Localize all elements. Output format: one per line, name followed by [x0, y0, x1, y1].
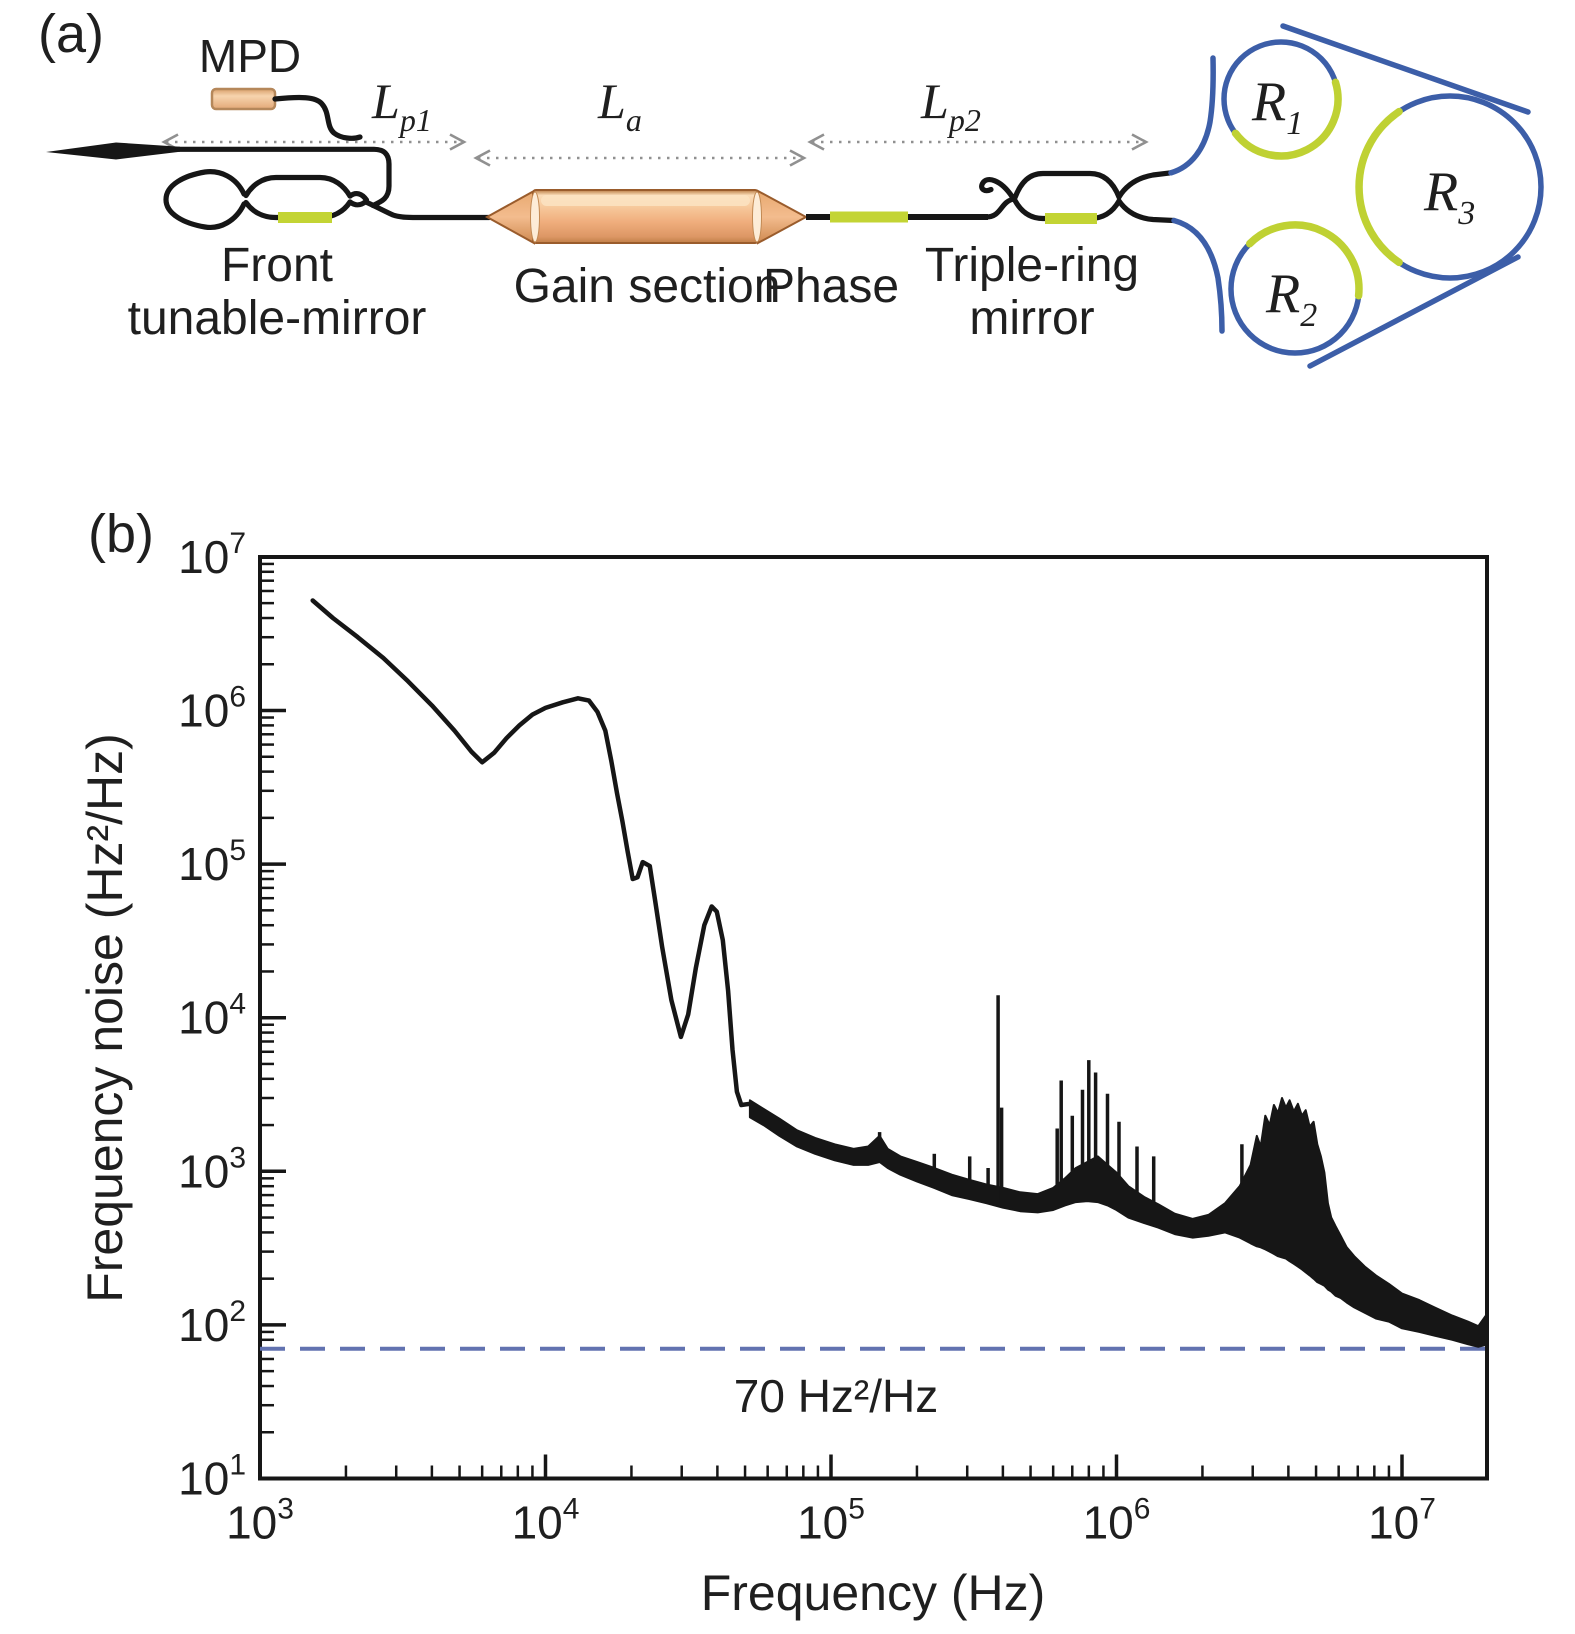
x-tick-label: 104: [512, 1493, 580, 1549]
panel-b-tag: (b): [88, 504, 154, 564]
y-tick-label: 102: [178, 1295, 246, 1351]
front-tunable-mirror: Front tunable-mirror: [46, 142, 492, 345]
y-axis-title: Frequency noise (Hz²/Hz): [77, 733, 133, 1303]
panel-a-tag: (a): [38, 4, 104, 64]
triple-ring-label-2: mirror: [969, 292, 1094, 345]
mzi2-input: [983, 196, 1017, 220]
ring-r1-heater: [1231, 78, 1342, 160]
bus-bottom: [1307, 254, 1521, 369]
bus-waveguide: [175, 146, 392, 209]
x-tick-label: 103: [226, 1493, 294, 1549]
la-label: La: [597, 73, 642, 138]
ring-r3-heater: [1355, 107, 1403, 267]
mpd-monitor: MPD: [199, 30, 363, 141]
triple-ring-assembly: R1 R2 R3: [1168, 23, 1544, 369]
panel-a-schematic: (a) MPD Lp1 La Lp2: [38, 4, 1544, 369]
la-arrowhead-left: [473, 149, 491, 167]
gain-facet-ring-right: [752, 191, 762, 243]
phase-label: Phase: [763, 260, 899, 313]
lp2-arrowhead-left: [807, 133, 825, 151]
ring-r2-label: R2: [1265, 263, 1317, 334]
x-axis-title: Frequency (Hz): [701, 1565, 1046, 1621]
ring-lead-up: [1168, 55, 1216, 176]
x-tick-label: 105: [797, 1493, 865, 1549]
mirror-output-waveguide: [364, 199, 492, 221]
mzi2-output-up: [1116, 170, 1174, 200]
y-tick-label: 103: [178, 1141, 246, 1197]
ring-r3-label: R3: [1423, 161, 1475, 232]
mpd-label: MPD: [199, 30, 301, 82]
lp2-label: Lp2: [920, 73, 981, 138]
lp1-label: Lp1: [371, 73, 432, 138]
mpd-waveguide: [272, 94, 363, 141]
gain-body-highlight: [541, 195, 750, 206]
mzi-upper-arm: [243, 174, 353, 199]
ring-lead-down: [1171, 217, 1225, 334]
y-tick-label: 106: [178, 681, 246, 737]
mzi2-stub-curl: [979, 177, 1015, 200]
y-tick-label: 105: [178, 834, 246, 890]
front-mirror-label-1: Front: [221, 239, 333, 292]
la-arrowhead-right: [789, 149, 807, 167]
y-tick-label: 104: [178, 988, 246, 1044]
phase-section: Phase: [763, 211, 988, 313]
lp1-arrowhead-right: [449, 133, 467, 151]
mzi2-upper-arm: [1012, 170, 1122, 201]
x-tick-label: 106: [1083, 1493, 1151, 1549]
gain-right-facet: [757, 189, 809, 245]
x-tick-label: 107: [1368, 1493, 1436, 1549]
loop-mirror: [163, 169, 247, 231]
noise-band: [748, 1097, 1489, 1348]
gain-left-facet: [484, 189, 535, 245]
reference-annotation: 70 Hz²/Hz: [734, 1370, 938, 1422]
triple-ring-mirror-mzi: Triple-ring mirror: [925, 170, 1177, 345]
length-arrows: Lp1 La Lp2: [161, 73, 1149, 167]
gain-section-group: Gain section: [484, 189, 809, 313]
ring-r2-heater: [1245, 221, 1363, 300]
triple-ring-label-1: Triple-ring: [925, 239, 1139, 292]
plot-frame: [258, 555, 1489, 1481]
mpd-photodiode: [210, 87, 277, 111]
coupler-cross-1: [347, 190, 370, 203]
frequency-noise-curve: [310, 598, 758, 1113]
front-mirror-label-2: tunable-mirror: [128, 292, 427, 345]
coupler-cross-2: [347, 198, 370, 208]
bus-top: [1280, 23, 1531, 115]
mzi2-output-down: [1116, 198, 1177, 224]
gain-facet-ring-left: [530, 191, 540, 243]
input-taper: [46, 142, 180, 160]
y-tick-label: 107: [178, 527, 246, 583]
panel-b-chart: (b) 103 104 105 106 107101102103104105106107…: [77, 504, 1489, 1621]
lp2-arrowhead-right: [1131, 133, 1149, 151]
ring-r1-label: R1: [1251, 71, 1303, 142]
gain-section-label: Gain section: [514, 260, 781, 313]
